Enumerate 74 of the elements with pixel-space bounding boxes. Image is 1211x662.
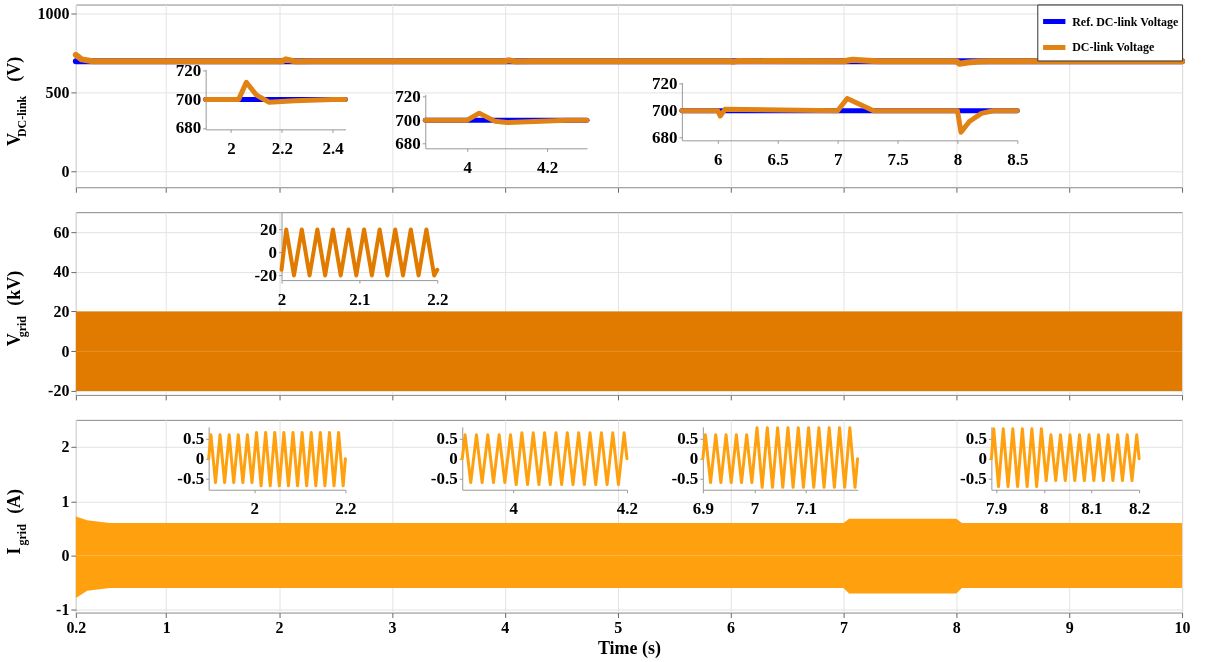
x-tick-label: 4 — [509, 499, 519, 519]
x-tick-label: 4 — [463, 157, 473, 177]
y-tick-label: 0.5 — [965, 429, 987, 449]
x-tick-label: 2.2 — [271, 138, 294, 158]
y-tick-label: 0 — [268, 242, 278, 262]
y-tick-label: 700 — [395, 110, 421, 130]
x-tick-label: 2.2 — [427, 289, 449, 309]
x-tick-label: 6 — [714, 149, 723, 169]
y-tick-label: 60 — [53, 223, 70, 241]
x-tick-label: 8 — [952, 619, 961, 636]
y-tick-label: 20 — [53, 302, 70, 320]
y-tick-label: 0 — [61, 547, 70, 565]
x-tick-label: 2.4 — [322, 138, 345, 158]
y-tick-label: -0.5 — [430, 469, 458, 489]
x-tick-label: 8.5 — [1007, 149, 1029, 169]
x-tick-label: 8 — [1040, 499, 1049, 519]
x-tick-label: 4 — [501, 619, 510, 636]
x-tick-label: 2 — [227, 138, 236, 158]
y-tick-label: 20 — [260, 219, 278, 239]
y-tick-label: 0.5 — [677, 429, 699, 449]
x-tick-label: 10 — [1174, 619, 1191, 636]
y-tick-label: 0 — [449, 449, 458, 469]
y-tick-label: 0.5 — [182, 429, 205, 449]
y-tick-label: 0 — [61, 342, 70, 360]
y-axis-title: Igrid (A) — [3, 488, 29, 555]
y-tick-label: 720 — [175, 61, 202, 81]
x-tick-label: 9 — [1065, 619, 1074, 636]
x-tick-label: 6 — [727, 619, 736, 636]
x-tick-label: 0.2 — [66, 619, 87, 636]
x-tick-label: 7.1 — [795, 499, 818, 519]
x-tick-label: 8.1 — [1081, 499, 1103, 519]
y-tick-label: 0.5 — [436, 429, 458, 449]
y-tick-label: -0.5 — [960, 469, 987, 489]
y-tick-label: 700 — [175, 89, 202, 109]
y-tick-label: 0 — [689, 449, 699, 469]
x-tick-label: 8 — [953, 149, 963, 169]
y-tick-label: -20 — [254, 265, 278, 285]
x-tick-label: 2.2 — [335, 499, 357, 519]
y-tick-label: 2 — [61, 438, 70, 456]
y-tick-label: 700 — [651, 101, 678, 121]
legend-label: DC-link Voltage — [1072, 40, 1155, 55]
x-tick-label: 7.9 — [986, 499, 1008, 519]
y-tick-label: -0.5 — [671, 469, 699, 489]
x-tick-label: 7 — [839, 619, 848, 636]
x-tick-label: 3 — [388, 619, 397, 636]
y-axis-title: Vgrid (kV) — [3, 270, 29, 347]
y-tick-label: 1000 — [37, 5, 70, 23]
x-tick-label: 6.9 — [692, 499, 714, 519]
y-tick-label: 720 — [395, 87, 421, 107]
x-axis-title: Time (s) — [597, 637, 661, 659]
y-tick-label: 720 — [651, 74, 678, 94]
y-tick-label: 0 — [978, 449, 987, 469]
y-tick-label: -0.5 — [177, 469, 205, 489]
y-tick-label: -1 — [56, 601, 70, 619]
legend-label: Ref. DC-link Voltage — [1072, 14, 1179, 29]
y-tick-label: 680 — [175, 118, 202, 138]
x-tick-label: 4.2 — [616, 499, 639, 519]
y-axis-title: VDC-link (V) — [3, 56, 29, 147]
x-tick-label: 7.5 — [887, 149, 909, 169]
y-tick-label: 0 — [195, 449, 205, 469]
y-tick-label: 40 — [53, 263, 70, 281]
y-tick-label: 680 — [395, 134, 421, 154]
y-tick-label: -20 — [48, 382, 70, 400]
y-tick-label: 680 — [651, 128, 678, 148]
x-tick-label: 1 — [162, 619, 171, 636]
x-tick-label: 7 — [750, 499, 760, 519]
y-tick-label: 0 — [61, 162, 70, 180]
x-tick-label: 4.2 — [536, 157, 559, 177]
x-tick-label: 5 — [614, 619, 623, 636]
x-tick-label: 2.1 — [349, 289, 371, 309]
y-tick-label: 500 — [45, 84, 70, 102]
x-tick-label: 8.2 — [1129, 499, 1151, 519]
x-tick-label: 7 — [833, 149, 843, 169]
x-tick-label: 6.5 — [767, 149, 789, 169]
